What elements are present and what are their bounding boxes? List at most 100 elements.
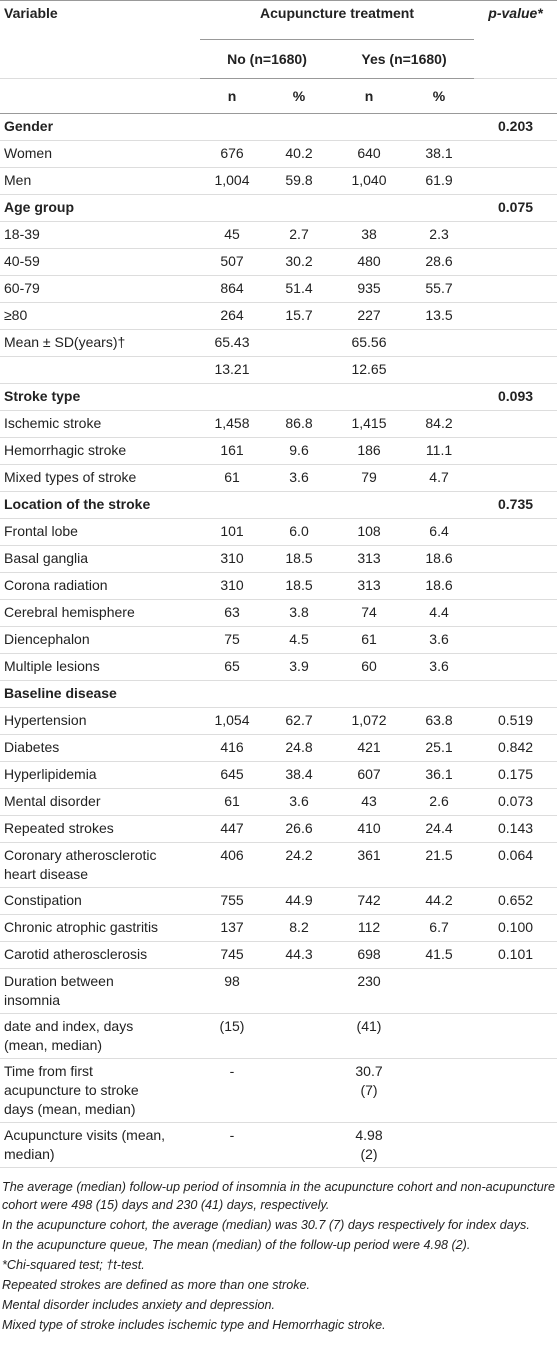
cell: 44.2: [404, 887, 475, 915]
cell: [200, 113, 264, 141]
cell: [474, 1058, 557, 1123]
table-body: Gender 0.203 Women 676 40.2 640 38.1 Men 1,004 59…: [0, 113, 557, 1168]
cell: [404, 1122, 475, 1168]
row-label: Multiple lesions: [0, 653, 200, 681]
cell: 186: [334, 437, 404, 465]
row-label: 40-59: [0, 248, 200, 276]
table-row: date and index, days (mean, median) (15) (…: [0, 1013, 557, 1059]
cell: 755: [200, 887, 264, 915]
cell: [474, 1013, 557, 1059]
header-cell: %: [404, 78, 475, 114]
cell: 0.842: [474, 734, 557, 762]
row-label: Hemorrhagic stroke: [0, 437, 200, 465]
row-label: Chronic atrophic gastritis: [0, 914, 200, 942]
cell: 13.5: [404, 302, 475, 330]
cell: (15): [200, 1013, 264, 1059]
cell: [404, 329, 475, 357]
cell: 11.1: [404, 437, 475, 465]
table-row: 13.21 12.65: [0, 356, 557, 384]
row-label: Acupuncture visits (mean, median): [0, 1122, 200, 1168]
row-label: Women: [0, 140, 200, 168]
cell: [404, 113, 475, 141]
header-cell: n: [334, 78, 404, 114]
footnote: Repeated strokes are defined as more tha…: [2, 1278, 311, 1292]
cell: 2.3: [404, 221, 475, 249]
cell: [474, 140, 557, 168]
table-row: Acupuncture visits (mean, median) - 4.98 (…: [0, 1122, 557, 1168]
cell: [474, 275, 557, 303]
row-label: [0, 356, 200, 384]
cell: [474, 680, 557, 708]
cell: 112: [334, 914, 404, 942]
section-row: Location of the stroke 0.735: [0, 491, 557, 519]
cell: 4.4: [404, 599, 475, 627]
cell: [200, 680, 264, 708]
cell: 24.8: [264, 734, 334, 762]
cell: 745: [200, 941, 264, 969]
cell: 2.7: [264, 221, 334, 249]
section-title: Age group: [0, 194, 200, 222]
cell: [474, 545, 557, 573]
cell: 0.093: [474, 383, 557, 411]
cell: 4.5: [264, 626, 334, 654]
cell: 6.0: [264, 518, 334, 546]
cell: 21.5: [404, 842, 475, 888]
table-row: Ischemic stroke 1,458 86.8 1,415 84.2: [0, 410, 557, 438]
cell: 59.8: [264, 167, 334, 195]
cell: 25.1: [404, 734, 475, 762]
row-label: date and index, days (mean, median): [0, 1013, 200, 1059]
table-row: Mental disorder 61 3.6 43 2.6 0.073: [0, 788, 557, 816]
cell: 60: [334, 653, 404, 681]
cell: 3.8: [264, 599, 334, 627]
cell: 86.8: [264, 410, 334, 438]
cell: 0.735: [474, 491, 557, 519]
cell: 0.203: [474, 113, 557, 141]
cell: 507: [200, 248, 264, 276]
cell: 43: [334, 788, 404, 816]
cell: 0.652: [474, 887, 557, 915]
cell: [334, 680, 404, 708]
cell: 0.073: [474, 788, 557, 816]
cell: 3.6: [404, 626, 475, 654]
cell: [264, 968, 334, 1014]
table-row: Women 676 40.2 640 38.1: [0, 140, 557, 168]
row-label: Duration between insomnia: [0, 968, 200, 1014]
row-label: Men: [0, 167, 200, 195]
cell: 38.1: [404, 140, 475, 168]
row-label: Carotid atherosclerosis: [0, 941, 200, 969]
table-row: Hemorrhagic stroke 161 9.6 186 11.1: [0, 437, 557, 465]
cell: [474, 356, 557, 384]
cell: 2.6: [404, 788, 475, 816]
cell: [474, 968, 557, 1014]
table-row: Diencephalon 75 4.5 61 3.6: [0, 626, 557, 654]
cell: 137: [200, 914, 264, 942]
cell: 38: [334, 221, 404, 249]
cell: 18.5: [264, 572, 334, 600]
footnote: The average (median) follow-up period of…: [2, 1180, 555, 1212]
cell: [200, 491, 264, 519]
row-label: ≥80: [0, 302, 200, 330]
cell: 101: [200, 518, 264, 546]
table-row: Diabetes 416 24.8 421 25.1 0.842: [0, 734, 557, 762]
cell: 28.6: [404, 248, 475, 276]
cell: 65: [200, 653, 264, 681]
cell: [474, 1122, 557, 1168]
cell: 230: [334, 968, 404, 1014]
header-row: n % n %: [0, 78, 557, 114]
table-row: Cerebral hemisphere 63 3.8 74 4.4: [0, 599, 557, 627]
cell: [474, 626, 557, 654]
table-row: Basal ganglia 310 18.5 313 18.6: [0, 545, 557, 573]
footnotes: The average (median) follow-up period of…: [0, 1168, 557, 1334]
section-row: Baseline disease: [0, 680, 557, 708]
cell: [474, 518, 557, 546]
cell: 38.4: [264, 761, 334, 789]
cell: [474, 302, 557, 330]
header-cell: p-value*: [474, 0, 557, 79]
cell: [474, 653, 557, 681]
row-label: Repeated strokes: [0, 815, 200, 843]
cell: 75: [200, 626, 264, 654]
table-row: Hyperlipidemia 645 38.4 607 36.1 0.175: [0, 761, 557, 789]
cell: 480: [334, 248, 404, 276]
row-label: 18-39: [0, 221, 200, 249]
cell: [474, 248, 557, 276]
